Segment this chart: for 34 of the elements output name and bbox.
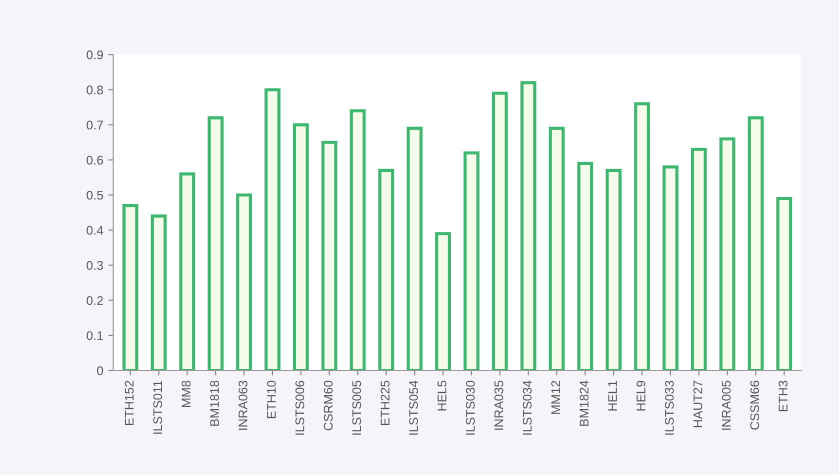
- x-tick-label: ILSTS006: [295, 380, 304, 435]
- y-tick-label: 0.2: [86, 296, 103, 305]
- x-tick-label: INRA035: [494, 380, 504, 430]
- y-tick-label: 0.7: [86, 120, 103, 130]
- x-tick-label: ILSTS030: [466, 380, 475, 435]
- x-tick-label: ETH3: [778, 380, 788, 412]
- x-tick-label: ILSTS054: [409, 380, 418, 435]
- x-tick-label: ILSTS033: [664, 380, 674, 435]
- x-tick-label: HAUT27: [693, 380, 702, 428]
- x-tick-label: HEL5: [438, 380, 446, 410]
- x-tick-label: ILSTS034: [522, 380, 532, 435]
- y-tick-label: 0.4: [86, 226, 104, 235]
- x-tick-label: ETH152: [124, 380, 134, 426]
- y-tick-label: 0.9: [86, 50, 103, 60]
- x-tick-label: ILSTS005: [352, 380, 362, 435]
- x-tick-label: CSRM60: [324, 380, 333, 430]
- x-tick-label: MM12: [551, 380, 560, 414]
- y-tick-label: 0.3: [86, 261, 103, 270]
- y-tick-label: 0.5: [86, 190, 104, 200]
- x-tick-label: CSSM66: [750, 380, 760, 430]
- x-tick-label: HEL9: [636, 380, 646, 410]
- x-tick-label: BM1824: [580, 380, 589, 426]
- x-tick-label: ETH225: [380, 380, 390, 426]
- x-tick-label: INRA005: [722, 380, 731, 430]
- y-tick-label: 0: [97, 366, 104, 376]
- x-tick-label: HEL1: [608, 380, 617, 410]
- x-tick-label: INRA063: [238, 380, 248, 430]
- x-tick-label: MM8: [182, 380, 191, 407]
- y-tick-label: 0.8: [86, 86, 103, 94]
- x-tick-label: ETH10: [266, 380, 276, 418]
- x-tick-label: BM1818: [210, 380, 219, 426]
- y-tick-label: 0.6: [86, 156, 103, 165]
- y-tick-label: 0.1: [86, 331, 103, 340]
- x-tick-label: ILSTS011: [153, 380, 162, 434]
